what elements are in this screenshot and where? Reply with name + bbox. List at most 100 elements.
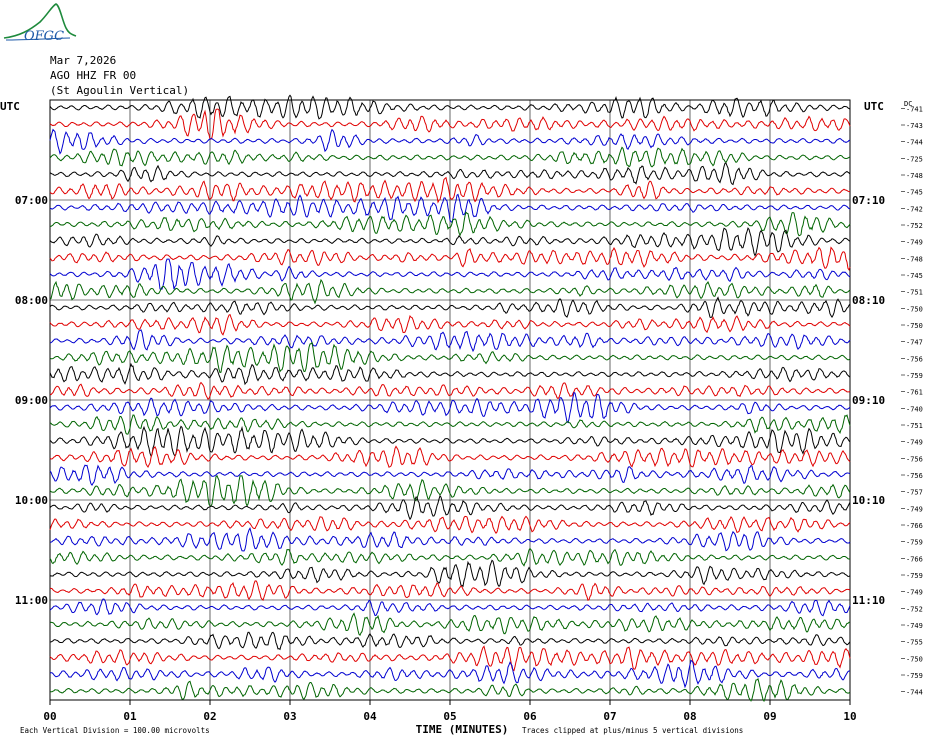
dc-offset-label: -759: [906, 539, 923, 547]
x-axis-label: TIME (MINUTES): [416, 723, 509, 736]
trace-group: [49, 94, 851, 703]
seismic-trace: [49, 464, 851, 487]
station-code: AGO HHZ FR 00: [50, 69, 137, 82]
axis-labels: -741 -743 -744 -725 -748 -745 -742 -752 -749 -748…: [0, 100, 923, 736]
seismic-trace: [49, 246, 851, 271]
right-time-label: 10:10: [852, 494, 885, 507]
right-time-label: 09:10: [852, 394, 885, 407]
dc-offset-label: -749: [906, 239, 923, 247]
seismic-trace: [49, 445, 851, 468]
seismic-trace: [49, 475, 851, 507]
seismic-trace: [49, 313, 851, 336]
seismic-trace: [49, 527, 851, 552]
dc-offset-label: -747: [906, 339, 923, 347]
seismic-trace: [49, 515, 851, 534]
right-axis-label: UTC: [864, 100, 884, 113]
seismic-trace: [49, 598, 851, 617]
dc-offset-label: -759: [906, 372, 923, 380]
seismic-trace: [49, 677, 851, 703]
right-time-label: 08:10: [852, 294, 885, 307]
dc-label: DC: [904, 100, 912, 108]
seismic-trace: [49, 258, 851, 290]
seismic-trace: [49, 612, 851, 637]
x-tick-label: 10: [843, 710, 856, 723]
dc-offset-label: -750: [906, 305, 923, 313]
seismic-trace: [49, 494, 851, 521]
seismic-trace: [49, 425, 851, 457]
seismic-trace: [49, 227, 851, 257]
seismic-trace: [49, 108, 851, 140]
dc-offset-label: -766: [906, 555, 923, 563]
seismic-trace: [49, 559, 851, 588]
dc-offset-label: -740: [906, 405, 923, 413]
dc-offset-label: -752: [906, 222, 923, 230]
logo-text: OFGC: [24, 29, 64, 44]
dc-offset-label: -749: [906, 439, 923, 447]
dc-offset-label: -751: [906, 289, 923, 297]
left-time-label: 10:00: [15, 494, 48, 507]
dc-offset-label: -766: [906, 522, 923, 530]
dc-offset-label: -749: [906, 589, 923, 597]
dc-offset-label: -755: [906, 639, 923, 647]
seismic-trace: [49, 193, 851, 224]
right-time-label: 07:10: [852, 194, 885, 207]
dc-offset-label: -744: [906, 689, 923, 697]
x-tick-label: 07: [603, 710, 616, 723]
seismic-trace: [49, 391, 851, 424]
dc-offset-label: -761: [906, 389, 923, 397]
dc-offset-label: -749: [906, 505, 923, 513]
x-tick-label: 04: [363, 710, 377, 723]
station-name: (St Agoulin Vertical): [50, 84, 190, 97]
seismic-trace: [49, 645, 851, 672]
dc-offset-label: -750: [906, 655, 923, 663]
seismic-trace: [49, 176, 851, 204]
x-tick-label: 02: [203, 710, 216, 723]
seismic-trace: [49, 94, 851, 120]
seismic-trace: [49, 329, 851, 353]
ofgc-logo: OFGC: [3, 3, 77, 44]
seismic-trace: [49, 278, 851, 305]
dc-offset-label: -752: [906, 605, 923, 613]
seismic-trace: [49, 547, 851, 567]
dc-offset-label: -759: [906, 672, 923, 680]
x-tick-label: 08: [683, 710, 696, 723]
clip-note: Traces clipped at plus/minus 5 vertical …: [522, 726, 743, 735]
dc-offset-label: -742: [906, 205, 923, 213]
chart-date: Mar 7,2026: [50, 54, 117, 67]
dc-offset-label: -743: [906, 122, 923, 130]
seismic-trace: [49, 211, 851, 237]
dc-offset-label: -756: [906, 472, 923, 480]
dc-offset-label: -757: [906, 489, 923, 497]
plot-grid: [49, 99, 851, 701]
seismic-trace: [49, 631, 851, 651]
left-time-label: 09:00: [15, 394, 48, 407]
left-axis-label: UTC: [0, 100, 20, 113]
seismic-trace: [49, 162, 851, 186]
x-tick-label: 01: [123, 710, 137, 723]
left-time-label: 07:00: [15, 194, 48, 207]
dc-offset-label: -751: [906, 422, 923, 430]
left-time-label: 11:00: [15, 594, 48, 607]
seismic-trace: [49, 414, 851, 435]
x-tick-label: 00: [43, 710, 56, 723]
seismic-trace: [49, 128, 851, 155]
dc-offset-label: -744: [906, 139, 923, 147]
right-time-label: 11:10: [852, 594, 885, 607]
dc-offset-label: -756: [906, 355, 923, 363]
dc-offset-label: -756: [906, 455, 923, 463]
seismic-trace: [49, 659, 851, 689]
seismic-trace: [49, 381, 851, 401]
dc-offset-label: -749: [906, 622, 923, 630]
dc-offset-label: -750: [906, 322, 923, 330]
seismic-trace: [49, 296, 851, 319]
scale-note: Each Vertical Division = 100.00 microvol…: [20, 726, 210, 735]
seismic-trace: [49, 146, 851, 168]
dc-offset-label: -745: [906, 272, 923, 280]
seismic-trace: [49, 580, 851, 602]
seismic-trace: [49, 362, 851, 386]
dc-offset-label: -725: [906, 155, 923, 163]
dc-offset-label: -748: [906, 255, 923, 263]
left-time-label: 08:00: [15, 294, 48, 307]
dc-offset-label: -745: [906, 189, 923, 197]
x-tick-label: 09: [763, 710, 776, 723]
